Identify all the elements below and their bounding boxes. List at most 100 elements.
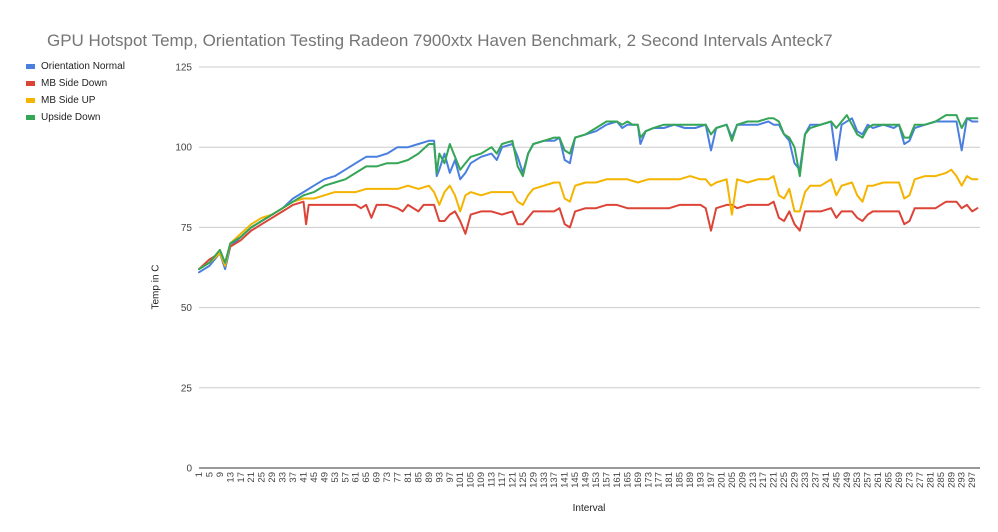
y-axis-title-text: Temp in C <box>150 264 162 310</box>
x-tick-label: 129 <box>528 472 539 488</box>
x-tick-label: 197 <box>706 472 717 488</box>
x-tick-label: 293 <box>957 472 968 488</box>
legend-label-mb-side-up: MB Side UP <box>41 95 96 106</box>
gridlines <box>199 66 980 469</box>
x-tick-label: 165 <box>622 472 633 488</box>
y-tick-label: 25 <box>181 383 193 394</box>
x-tick-label: 145 <box>570 472 581 488</box>
legend-swatch-mb-side-up <box>26 98 35 103</box>
chart-title: GPU Hotspot Temp, Orientation Testing Ra… <box>47 31 833 50</box>
x-tick-label: 141 <box>560 472 571 488</box>
legend-label-orientation-normal: Orientation Normal <box>41 61 125 72</box>
x-tick-label: 281 <box>925 472 936 488</box>
legend-swatch-mb-side-down <box>26 81 35 86</box>
x-tick-label: 105 <box>466 472 477 488</box>
x-tick-label: 273 <box>904 472 915 488</box>
x-tick-label: 285 <box>936 472 947 488</box>
x-tick-label: 61 <box>351 472 362 483</box>
legend-swatch-orientation-normal <box>26 64 35 69</box>
x-tick-label: 213 <box>748 472 759 488</box>
x-tick-label: 233 <box>800 472 811 488</box>
x-tick-label: 261 <box>873 472 884 488</box>
x-tick-label: 229 <box>790 472 801 488</box>
x-tick-label: 297 <box>967 472 978 488</box>
x-tick-label: 133 <box>539 472 550 488</box>
x-tick-label: 57 <box>340 472 351 483</box>
legend-swatch-upside-down <box>26 115 35 120</box>
x-tick-label: 173 <box>643 472 654 488</box>
x-tick-label: 101 <box>455 472 466 488</box>
y-tick-label: 0 <box>186 464 192 475</box>
x-tick-label: 121 <box>507 472 518 488</box>
x-tick-label: 205 <box>727 472 738 488</box>
y-tick-label: 50 <box>181 303 193 314</box>
legend-label-upside-down: Upside Down <box>41 112 101 123</box>
x-tick-label: 257 <box>863 472 874 488</box>
x-axis-title: Interval <box>572 503 606 514</box>
x-tick-label: 77 <box>393 472 404 483</box>
x-tick-label: 189 <box>685 472 696 488</box>
x-tick-label: 217 <box>758 472 769 488</box>
x-tick-label: 181 <box>664 472 675 488</box>
x-tick-label: 193 <box>696 472 707 488</box>
x-tick-label: 73 <box>382 472 393 483</box>
x-tick-label: 149 <box>581 472 592 488</box>
series-line-mb-side-up <box>198 168 979 271</box>
x-tick-label: 109 <box>476 472 487 488</box>
series-line-upside-down <box>198 114 979 271</box>
x-tick-label: 25 <box>257 472 268 483</box>
x-tick-label: 93 <box>434 472 445 483</box>
x-tick-label: 13 <box>225 472 236 483</box>
x-tick-label: 253 <box>852 472 863 488</box>
x-tick-label: 117 <box>497 472 508 487</box>
x-tick-label: 185 <box>675 472 686 488</box>
x-tick-label: 237 <box>810 472 821 488</box>
x-tick-label: 81 <box>403 472 414 483</box>
x-tick-label: 269 <box>894 472 905 488</box>
x-tick-label: 53 <box>330 472 341 483</box>
x-tick-label: 45 <box>309 472 320 483</box>
x-tick-label: 137 <box>549 472 560 488</box>
x-tick-label: 225 <box>779 472 790 488</box>
x-tick-label: 85 <box>413 472 424 483</box>
x-tick-label: 169 <box>633 472 644 488</box>
series-line-mb-side-down <box>198 200 979 271</box>
x-tick-label: 113 <box>487 472 498 487</box>
x-tick-label: 21 <box>246 472 257 483</box>
x-tick-label: 249 <box>842 472 853 488</box>
x-tick-label: 161 <box>612 472 623 488</box>
x-tick-label: 97 <box>445 472 456 483</box>
x-tick-label: 29 <box>267 472 278 483</box>
x-tick-label: 69 <box>372 472 383 483</box>
x-tick-label: 1 <box>194 472 205 477</box>
series-lines <box>198 114 979 274</box>
x-tick-label: 17 <box>236 472 247 483</box>
x-tick-label: 5 <box>204 472 215 477</box>
x-tick-label: 277 <box>915 472 926 488</box>
x-tick-label: 201 <box>716 472 727 488</box>
x-tick-label: 89 <box>424 472 435 483</box>
x-tick-label: 177 <box>654 472 665 488</box>
x-tick-label: 157 <box>601 472 612 488</box>
x-tick-label: 245 <box>831 472 842 488</box>
x-tick-label: 9 <box>215 472 226 477</box>
x-tick-label: 153 <box>591 472 602 488</box>
x-tick-label: 37 <box>288 472 299 483</box>
x-tick-label: 265 <box>884 472 895 488</box>
x-tick-label: 49 <box>319 472 330 483</box>
x-tick-label: 65 <box>361 472 372 483</box>
x-tick-label: 41 <box>298 472 309 483</box>
x-tick-label: 125 <box>518 472 529 488</box>
legend-label-mb-side-down: MB Side Down <box>41 78 108 89</box>
x-tick-label: 221 <box>769 472 780 488</box>
series-line-orientation-normal <box>198 117 979 274</box>
x-tick-label: 241 <box>821 472 832 488</box>
y-tick-label: 100 <box>175 143 192 154</box>
y-tick-label: 75 <box>181 223 193 234</box>
y-tick-label: 125 <box>175 63 192 74</box>
x-tick-label: 209 <box>737 472 748 488</box>
x-tick-label: 289 <box>946 472 957 488</box>
x-tick-label: 33 <box>278 472 289 483</box>
